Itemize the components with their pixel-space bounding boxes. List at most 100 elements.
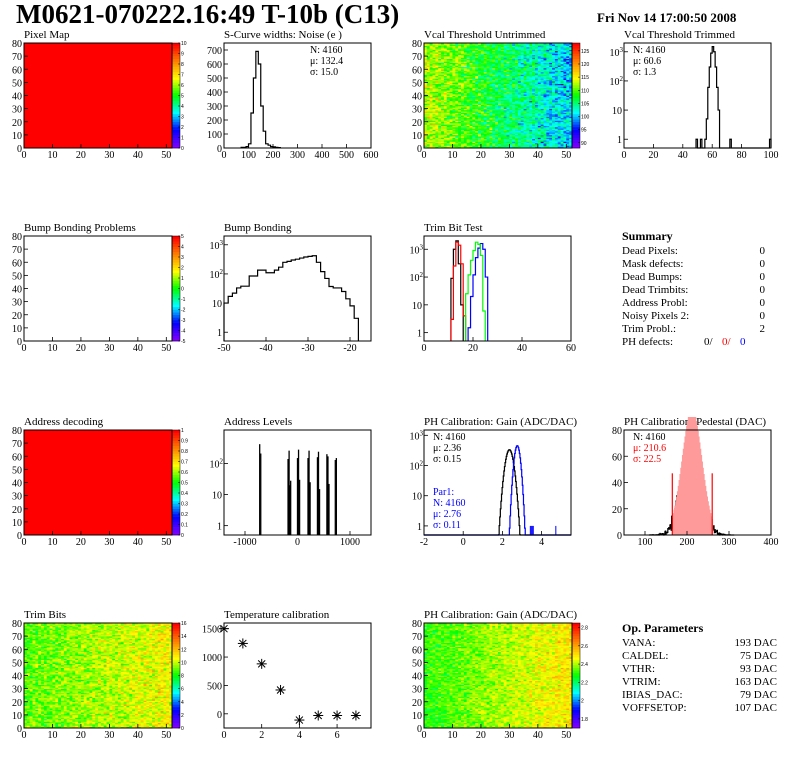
heatmap-cell [435, 74, 439, 77]
heatmap-cell [443, 61, 448, 63]
heatmap-cell [458, 70, 462, 73]
heatmap-cell [549, 70, 553, 73]
heatmap-cell [452, 50, 456, 53]
heatmap-cell [435, 119, 439, 121]
heatmap-cell [517, 145, 522, 147]
color-scale-step [172, 90, 180, 94]
heatmap-cell [540, 138, 544, 141]
heatmap-cell [466, 77, 470, 79]
color-scale-step [572, 124, 580, 128]
heatmap-cell [509, 86, 513, 88]
heatmap-cell [549, 102, 553, 104]
heatmap-cell [452, 104, 456, 107]
heatmap-cell [537, 123, 541, 125]
heatmap-cell [475, 79, 479, 82]
heatmap-cell [546, 46, 550, 49]
heatmap-cell [446, 104, 450, 107]
heatmap-cell [512, 127, 516, 129]
heatmap-cell [429, 106, 433, 108]
heatmap-cell [489, 56, 493, 58]
heatmap-cell [498, 49, 502, 52]
heatmap-cell [509, 130, 513, 133]
heatmap-cell [543, 115, 547, 117]
heatmap-cell [441, 134, 445, 137]
heatmap-cell [29, 712, 33, 714]
heatmap-cell [495, 90, 499, 92]
heatmap-cell [26, 623, 30, 625]
heatmap-cell [500, 92, 504, 95]
heatmap-cell [463, 146, 467, 149]
heatmap-cell [517, 75, 522, 78]
heatmap-cell [24, 663, 28, 666]
heatmap-cell [569, 49, 573, 52]
heatmap-cell [552, 108, 556, 111]
heatmap-cell [443, 90, 448, 92]
heatmap-cell [29, 693, 33, 696]
heatmap-cell [546, 92, 550, 95]
heatmap-cell [500, 146, 504, 149]
heatmap-cell [432, 95, 436, 98]
heatmap-cell [449, 107, 453, 109]
heatmap-cell [498, 138, 502, 141]
heatmap-cell [503, 58, 507, 61]
x-tick-label: -2 [420, 537, 428, 548]
heatmap-cell [443, 106, 448, 108]
heatmap-cell [566, 124, 570, 126]
heatmap-cell [523, 144, 527, 146]
heatmap-cell [472, 95, 476, 98]
heatmap-cell [452, 88, 456, 91]
heatmap-cell [515, 106, 519, 108]
heatmap-cell [517, 120, 522, 123]
heatmap-cell [438, 48, 442, 50]
heatmap-cell [435, 120, 439, 123]
heatmap-cell [540, 112, 544, 115]
heatmap-cell [452, 54, 456, 57]
heatmap-cell [478, 112, 482, 115]
heatmap-cell [489, 46, 493, 49]
heatmap-cell [500, 138, 504, 141]
heatmap-cell [446, 82, 450, 84]
heatmap-cell [446, 133, 450, 136]
exponent: 2 [220, 458, 224, 466]
heatmap-cell [461, 44, 465, 46]
heatmap-cell [24, 683, 28, 685]
heatmap-cell [546, 94, 550, 96]
color-scale-step [172, 116, 180, 120]
heatmap-cell [560, 104, 564, 107]
heatmap-cell [429, 130, 433, 133]
heatmap-cell [517, 112, 522, 115]
heatmap-cell [515, 138, 519, 141]
heatmap-cell [526, 81, 530, 83]
heatmap-cell [549, 92, 553, 95]
x-tick-label: 50 [561, 150, 571, 161]
heatmap-cell [449, 123, 453, 125]
heatmap-cell [492, 43, 496, 45]
heatmap-cell [554, 104, 559, 107]
heatmap-cell [509, 95, 513, 98]
heatmap-cell [486, 98, 490, 100]
heatmap-cell [537, 69, 541, 71]
heatmap-cell [523, 64, 527, 66]
heatmap-cell [520, 90, 524, 92]
heatmap-cell [489, 53, 493, 56]
heatmap-cell [26, 672, 30, 675]
heatmap-cell [480, 73, 485, 75]
heatmap-cell [478, 81, 482, 83]
heatmap-cell [569, 100, 573, 103]
heatmap-cell [435, 50, 439, 53]
heatmap-cell [517, 86, 522, 88]
heatmap-cell [432, 102, 436, 104]
color-scale-step [572, 116, 580, 120]
heatmap-cell [26, 634, 30, 637]
heatmap-cell [526, 111, 530, 113]
heatmap-cell [535, 102, 539, 104]
heatmap-cell [520, 73, 524, 75]
heatmap-cell [443, 48, 448, 50]
heatmap-cell [452, 129, 456, 132]
heatmap-cell [435, 124, 439, 126]
heatmap-cell [500, 125, 504, 128]
x-tick-label: 10 [47, 150, 57, 161]
heatmap-cell [543, 64, 547, 66]
heatmap-cell [455, 99, 459, 102]
heatmap-cell [512, 124, 516, 126]
